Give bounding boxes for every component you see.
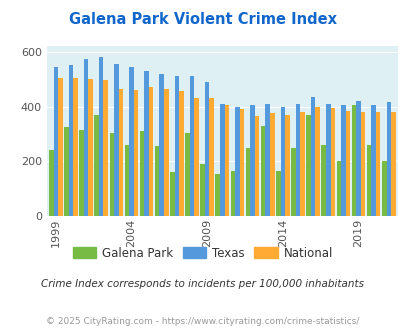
Bar bbox=[245, 148, 249, 216]
Bar bbox=[224, 105, 228, 216]
Bar bbox=[109, 133, 114, 216]
Bar bbox=[53, 67, 58, 216]
Bar bbox=[351, 105, 355, 216]
Bar bbox=[280, 107, 284, 216]
Bar bbox=[269, 114, 274, 216]
Bar bbox=[194, 98, 198, 216]
Bar bbox=[149, 87, 153, 216]
Text: © 2025 CityRating.com - https://www.cityrating.com/crime-statistics/: © 2025 CityRating.com - https://www.city… bbox=[46, 317, 359, 326]
Legend: Galena Park, Texas, National: Galena Park, Texas, National bbox=[68, 242, 337, 264]
Bar bbox=[205, 82, 209, 216]
Bar bbox=[139, 131, 144, 216]
Bar bbox=[220, 104, 224, 216]
Bar bbox=[174, 76, 179, 216]
Bar bbox=[170, 172, 174, 216]
Bar bbox=[185, 133, 189, 216]
Bar bbox=[275, 171, 280, 216]
Bar bbox=[200, 164, 205, 216]
Bar bbox=[375, 112, 379, 216]
Bar bbox=[284, 115, 289, 216]
Bar bbox=[189, 76, 194, 216]
Bar bbox=[254, 116, 259, 216]
Bar bbox=[381, 161, 386, 216]
Bar bbox=[124, 145, 129, 216]
Bar bbox=[345, 111, 350, 216]
Bar bbox=[103, 81, 108, 216]
Bar bbox=[155, 146, 159, 216]
Bar bbox=[336, 161, 340, 216]
Bar bbox=[209, 98, 213, 216]
Bar bbox=[99, 57, 103, 216]
Bar bbox=[64, 127, 68, 216]
Bar bbox=[295, 104, 300, 216]
Bar bbox=[305, 115, 310, 216]
Bar bbox=[234, 107, 239, 216]
Bar bbox=[49, 150, 53, 216]
Bar bbox=[88, 79, 93, 216]
Bar bbox=[215, 174, 220, 216]
Bar bbox=[249, 105, 254, 216]
Bar bbox=[330, 108, 334, 216]
Bar bbox=[310, 97, 315, 216]
Bar bbox=[133, 90, 138, 216]
Bar bbox=[315, 107, 319, 216]
Bar bbox=[129, 67, 133, 216]
Bar bbox=[366, 145, 371, 216]
Bar bbox=[68, 65, 73, 216]
Bar bbox=[144, 71, 149, 216]
Bar bbox=[179, 91, 183, 216]
Bar bbox=[94, 115, 99, 216]
Bar bbox=[386, 102, 390, 216]
Bar bbox=[73, 78, 77, 216]
Bar bbox=[340, 105, 345, 216]
Bar bbox=[230, 171, 234, 216]
Bar bbox=[239, 109, 244, 216]
Text: Galena Park Violent Crime Index: Galena Park Violent Crime Index bbox=[69, 12, 336, 26]
Bar bbox=[390, 112, 394, 216]
Bar bbox=[355, 101, 360, 216]
Bar bbox=[260, 126, 265, 216]
Bar bbox=[321, 145, 325, 216]
Bar bbox=[300, 112, 304, 216]
Bar bbox=[58, 78, 62, 216]
Bar bbox=[114, 64, 118, 216]
Text: Crime Index corresponds to incidents per 100,000 inhabitants: Crime Index corresponds to incidents per… bbox=[41, 279, 364, 289]
Bar bbox=[325, 104, 330, 216]
Bar bbox=[79, 130, 83, 216]
Bar bbox=[83, 58, 88, 216]
Bar bbox=[371, 105, 375, 216]
Bar bbox=[118, 89, 123, 216]
Bar bbox=[159, 74, 164, 216]
Bar bbox=[164, 89, 168, 216]
Bar bbox=[360, 112, 364, 216]
Bar bbox=[265, 104, 269, 216]
Bar bbox=[290, 148, 295, 216]
